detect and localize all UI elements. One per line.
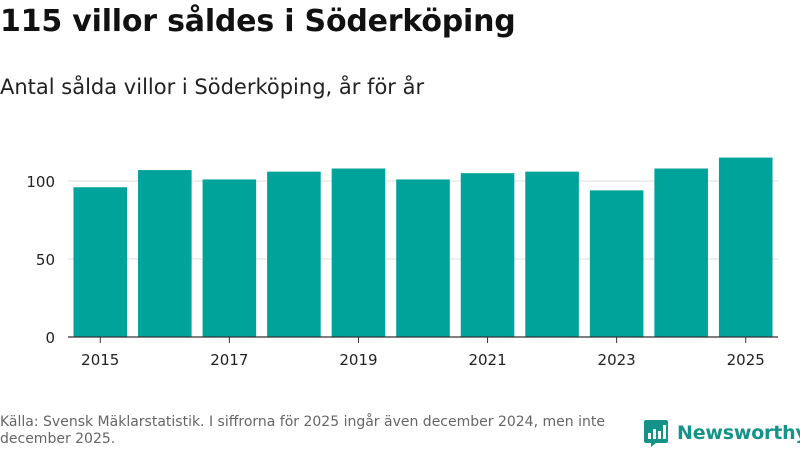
bar-2019: [331, 168, 386, 337]
bar-2023: [589, 190, 644, 337]
x-tick-label: 2015: [81, 351, 119, 369]
bar-2017: [202, 179, 257, 337]
y-axis-labels: 0 50 100: [26, 173, 55, 347]
y-tick-label: 50: [36, 251, 55, 269]
x-tick-label: 2019: [339, 351, 377, 369]
newsworthy-logo: Newsworthy: [643, 418, 800, 448]
x-tick-label: 2025: [727, 351, 765, 369]
source-note: Källa: Svensk Mäklarstatistik. I siffror…: [0, 414, 605, 447]
newsworthy-logo-icon: [644, 420, 668, 447]
y-tick-label: 100: [26, 173, 55, 191]
x-tick-label: 2017: [210, 351, 248, 369]
x-axis-ticks: 2015 2017 2019 2021 2023 2025: [81, 337, 765, 369]
chart-subtitle: Antal sålda villor i Söderköping, år för…: [0, 75, 425, 99]
x-tick-label: 2023: [598, 351, 636, 369]
bar-2015: [73, 187, 128, 337]
bar-2020: [396, 179, 450, 337]
bar-2018: [267, 171, 321, 337]
bar-2025: [718, 157, 773, 337]
brand-name: Newsworthy: [677, 422, 800, 444]
bar-chart: 0 50 100 2015 2017 2019 2021 2023 2025: [26, 157, 778, 369]
bar-2016: [138, 170, 192, 337]
chart-title: 115 villor såldes i Söderköping: [0, 4, 516, 39]
bars: [73, 157, 773, 337]
x-tick-label: 2021: [468, 351, 506, 369]
bar-2022: [525, 171, 579, 337]
bar-2024: [654, 168, 708, 337]
y-tick-label: 0: [45, 329, 55, 347]
bar-2021: [460, 173, 515, 337]
